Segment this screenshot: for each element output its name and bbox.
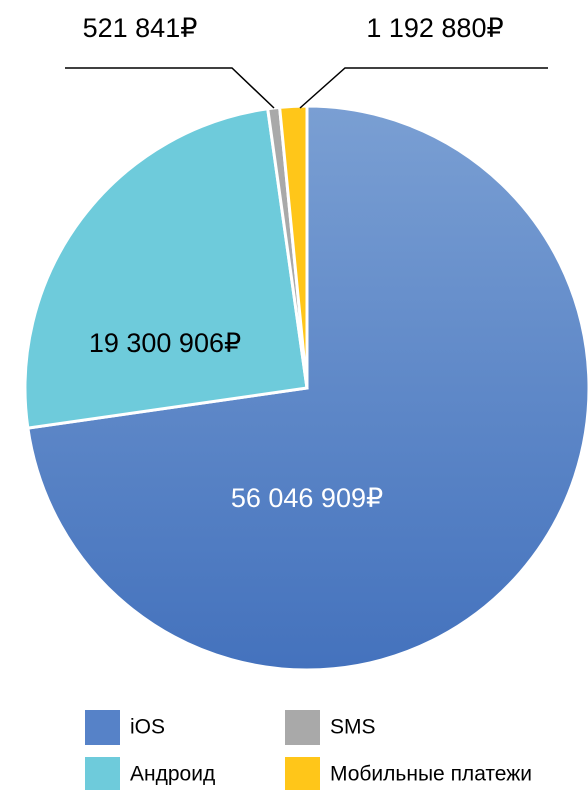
slice bbox=[23, 107, 309, 430]
data-label: 521 841₽ bbox=[83, 13, 198, 43]
leader-line bbox=[299, 67, 548, 109]
legend-swatch bbox=[285, 757, 320, 790]
data-label: 19 300 906₽ bbox=[89, 328, 241, 358]
data-label: 1 192 880₽ bbox=[366, 13, 503, 43]
legend-swatch bbox=[85, 710, 120, 745]
legend-label: SMS bbox=[330, 716, 376, 739]
data-label: 56 046 909₽ bbox=[231, 483, 383, 513]
legend-label: iOS bbox=[130, 716, 165, 739]
legend-label: Мобильные платежи bbox=[330, 763, 532, 786]
legend-label: Андроид bbox=[130, 763, 215, 786]
legend-swatch bbox=[85, 757, 120, 790]
legend-swatch bbox=[285, 710, 320, 745]
leader-line bbox=[65, 67, 275, 109]
slice bbox=[277, 104, 309, 389]
pie bbox=[23, 104, 588, 672]
